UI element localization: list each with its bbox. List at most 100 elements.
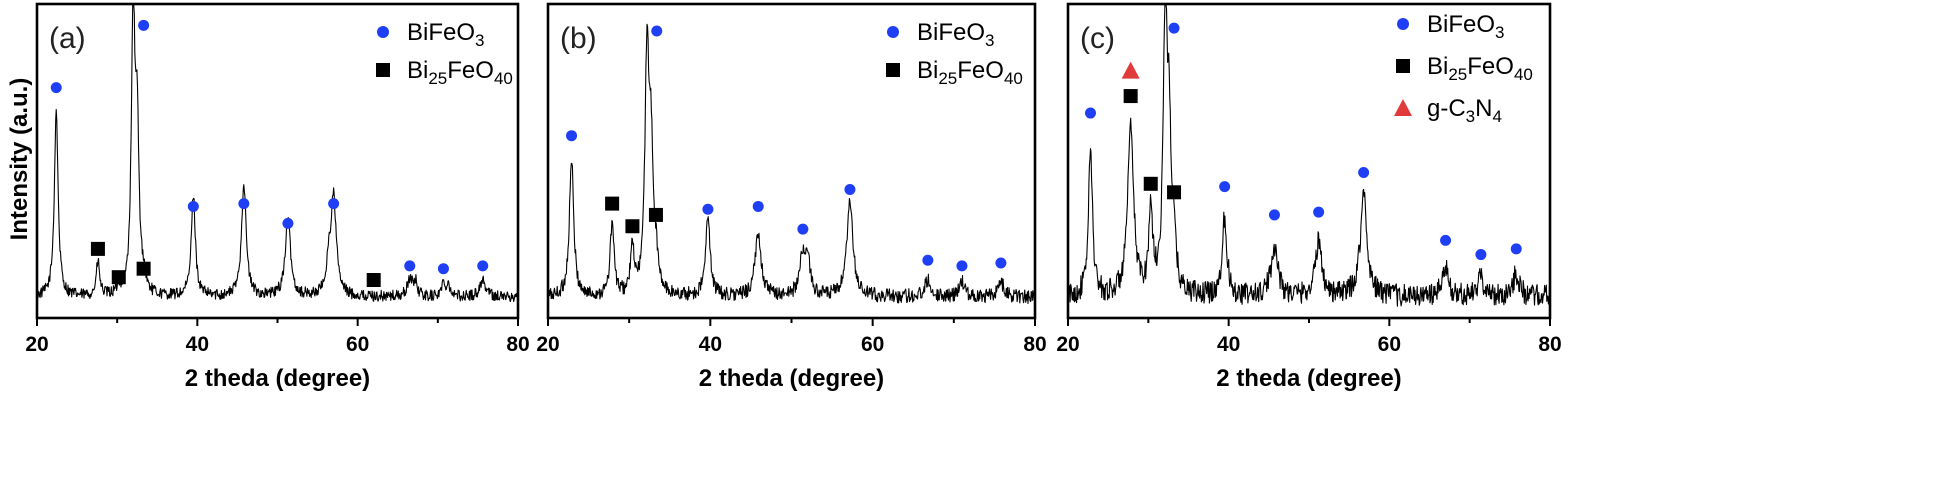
panel-label: (b) <box>560 22 597 55</box>
legend-label-part: Bi <box>407 57 428 84</box>
x-tick-label: 20 <box>25 333 48 356</box>
bifeo3-peak-marker <box>1475 249 1487 261</box>
x-tick-label: 80 <box>506 333 529 356</box>
x-axis-title: 2 theda (degree) <box>1216 365 1401 392</box>
legend-bifeo3-marker <box>377 26 389 38</box>
x-tick-label: 60 <box>1378 333 1401 356</box>
bifeo3-peak-marker <box>1358 166 1370 178</box>
legend-bi25feo40-marker <box>1396 59 1410 73</box>
bifeo3-peak-marker <box>1510 243 1522 255</box>
legend-bi25feo40-marker <box>376 63 390 77</box>
bifeo3-peak-marker <box>138 19 150 31</box>
legend-label-part: g-C <box>1427 95 1466 122</box>
bifeo3-peak-marker <box>566 130 578 142</box>
legend-label-part: FeO <box>1467 53 1514 80</box>
panel-c: 20 40 60 802 theda (degree)(c) BiFeO3Bi25FeO… <box>1056 2 1562 392</box>
legend-bifeo3-marker <box>1397 18 1409 30</box>
legend-bi25feo40-marker <box>886 63 900 77</box>
bifeo3-peak-marker <box>477 260 489 272</box>
x-tick-label: 20 <box>536 333 559 356</box>
bifeo3-peak-marker <box>752 200 764 212</box>
x-tick-label: 80 <box>1023 333 1046 356</box>
bifeo3-peak-marker <box>651 25 663 37</box>
legend-label-subscript: 4 <box>1492 107 1501 126</box>
panel-a: 20 40 60 802 theda (degree)(a) BiFeO3Bi25FeO… <box>25 2 530 392</box>
bi25feo40-peak-marker <box>366 273 381 288</box>
legend-label-subscript: 3 <box>985 31 994 50</box>
y-axis-title: Intensity (a.u.) <box>6 78 33 241</box>
bifeo3-peak-marker <box>702 203 714 215</box>
gc3n4-peak-marker <box>1121 61 1140 79</box>
legend-label-subscript: 40 <box>494 69 513 88</box>
legend-label: BiFeO3 <box>1427 11 1504 42</box>
legend-label-part: BiFeO <box>407 19 475 46</box>
bifeo3-peak-marker <box>844 183 856 195</box>
bifeo3-peak-marker <box>328 198 340 210</box>
legend-label-subscript: 40 <box>1514 65 1533 84</box>
bifeo3-peak-marker <box>50 82 62 94</box>
legend-label: Bi25FeO40 <box>917 57 1023 88</box>
x-tick-label: 40 <box>186 333 209 356</box>
xrd-trace <box>37 4 518 303</box>
legend-label: BiFeO3 <box>917 19 994 50</box>
bifeo3-peak-marker <box>1440 234 1452 246</box>
x-tick-label: 20 <box>1056 333 1079 356</box>
bifeo3-peak-marker <box>956 260 968 272</box>
panel-label: (a) <box>49 22 86 55</box>
bifeo3-peak-marker <box>1268 209 1280 221</box>
legend-label-part: FeO <box>957 57 1004 84</box>
x-tick-label: 80 <box>1538 333 1561 356</box>
legend-bifeo3-marker <box>887 26 899 38</box>
xrd-trace <box>1068 4 1550 307</box>
legend-label-subscript: 25 <box>938 69 957 88</box>
bi25feo40-peak-marker <box>1143 176 1158 191</box>
xrd-trace <box>548 23 1035 305</box>
legend: BiFeO3 Bi25FeO40 g-C 3 N4 <box>1394 11 1533 126</box>
legend-gc3n4-marker <box>1394 99 1412 116</box>
bifeo3-peak-marker <box>797 223 809 235</box>
bifeo3-peak-marker <box>1313 206 1325 218</box>
panel-label: (c) <box>1080 22 1115 55</box>
bi25feo40-peak-marker <box>648 207 663 222</box>
legend-label-part: Bi <box>917 57 938 84</box>
bifeo3-peak-marker <box>995 257 1007 269</box>
bifeo3-peak-marker <box>187 200 199 212</box>
legend-label: Bi25FeO40 <box>407 57 513 88</box>
bi25feo40-peak-marker <box>136 261 151 276</box>
bi25feo40-peak-marker <box>605 196 620 211</box>
legend-label: BiFeO3 <box>407 19 484 50</box>
legend-label-part: BiFeO <box>917 19 985 46</box>
legend-label-subscript: 3 <box>1495 23 1504 42</box>
x-tick-label: 40 <box>1217 333 1240 356</box>
bi25feo40-peak-marker <box>90 241 105 256</box>
legend-label-subscript: 3 <box>475 31 484 50</box>
legend-label-part: FeO <box>447 57 494 84</box>
panel-b: 20 40 60 802 theda (degree)(b) BiFeO3Bi25FeO… <box>536 2 1047 392</box>
bi25feo40-peak-marker <box>625 219 640 234</box>
legend-label-subscript: 25 <box>1448 65 1467 84</box>
legend-label-part: BiFeO <box>1427 11 1495 38</box>
bifeo3-peak-marker <box>1219 181 1231 193</box>
bifeo3-peak-marker <box>282 217 294 229</box>
bifeo3-peak-marker <box>437 263 449 275</box>
x-axis-title: 2 theda (degree) <box>185 365 370 392</box>
bi25feo40-peak-marker <box>111 270 126 285</box>
legend-label-subscript: 40 <box>1004 69 1023 88</box>
x-tick-label: 60 <box>346 333 369 356</box>
bifeo3-peak-marker <box>1168 22 1180 34</box>
x-tick-label: 40 <box>699 333 722 356</box>
legend-label: Bi25FeO40 <box>1427 53 1533 84</box>
bi25feo40-peak-marker <box>1167 185 1182 200</box>
bifeo3-peak-marker <box>922 254 934 266</box>
bifeo3-peak-marker <box>1084 107 1096 119</box>
x-tick-label: 60 <box>861 333 884 356</box>
legend-label-part: N <box>1475 95 1492 122</box>
legend-label-subscript: 25 <box>428 69 447 88</box>
legend-label-part: Bi <box>1427 53 1448 80</box>
bifeo3-peak-marker <box>238 198 250 210</box>
x-axis-title: 2 theda (degree) <box>699 365 884 392</box>
